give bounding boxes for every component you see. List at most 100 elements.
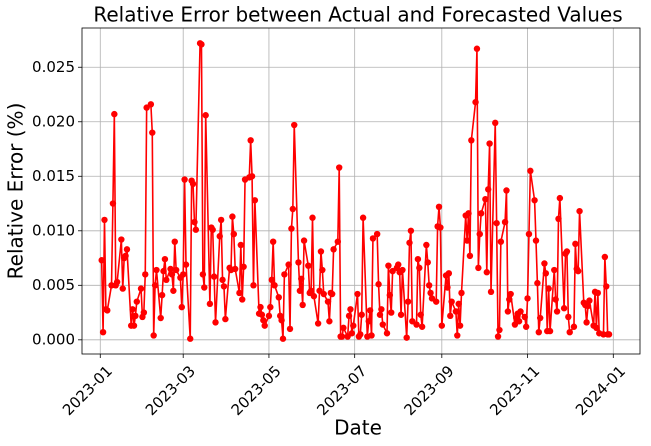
data-point — [187, 335, 194, 342]
x-tick-label: 2023-01 — [59, 362, 116, 419]
data-point — [206, 300, 214, 308]
data-point — [150, 332, 157, 339]
data-point — [338, 333, 346, 340]
data-point — [414, 255, 422, 263]
data-point — [319, 266, 326, 274]
data-point — [448, 298, 455, 305]
data-point — [261, 322, 268, 329]
data-point — [468, 137, 475, 144]
data-point — [566, 328, 573, 336]
data-point — [326, 318, 333, 325]
data-point — [483, 269, 490, 276]
data-point — [472, 98, 479, 106]
data-point — [305, 262, 312, 269]
y-tick-label: 0.015 — [32, 167, 75, 185]
data-point — [248, 173, 256, 180]
data-point — [350, 322, 357, 329]
data-point — [158, 291, 166, 299]
data-point — [348, 330, 356, 337]
data-point — [424, 259, 431, 266]
data-point — [417, 311, 424, 318]
x-tick-label: 2023-03 — [142, 362, 199, 419]
data-point — [432, 298, 440, 305]
data-point — [209, 226, 216, 233]
data-point — [570, 323, 578, 330]
data-point — [395, 261, 402, 268]
data-point — [574, 267, 582, 275]
data-point — [179, 271, 187, 278]
data-point — [201, 284, 208, 291]
data-point — [423, 241, 430, 249]
data-point — [359, 214, 367, 221]
data-point — [147, 101, 155, 108]
data-point — [497, 238, 505, 245]
data-point — [113, 278, 121, 286]
data-point — [447, 312, 454, 320]
data-point — [330, 246, 337, 253]
y-axis-label: Relative Error (%) — [4, 103, 28, 280]
data-point — [199, 271, 207, 278]
data-point — [157, 314, 164, 322]
data-point — [521, 313, 528, 321]
data-point — [347, 306, 354, 313]
data-point — [267, 303, 274, 311]
data-point — [477, 210, 485, 217]
data-point — [455, 300, 462, 308]
data-point — [181, 176, 188, 183]
data-point — [438, 322, 446, 329]
data-point — [354, 290, 361, 298]
data-point — [328, 290, 336, 298]
data-point — [522, 323, 530, 330]
data-point — [289, 205, 297, 213]
data-point — [454, 332, 461, 339]
data-point — [170, 287, 177, 294]
data-point — [101, 216, 108, 224]
data-point — [340, 324, 347, 332]
data-point — [240, 263, 247, 270]
data-point — [388, 309, 395, 316]
data-point — [403, 334, 410, 341]
data-point — [167, 265, 174, 273]
data-point — [140, 309, 148, 316]
data-point — [239, 296, 246, 303]
data-point — [541, 260, 548, 267]
data-point — [345, 312, 353, 320]
data-point — [265, 312, 273, 320]
data-point — [320, 290, 327, 298]
data-point — [583, 319, 590, 326]
data-point — [379, 321, 386, 328]
data-point — [216, 233, 223, 240]
data-point — [527, 167, 534, 175]
data-point — [168, 271, 176, 278]
data-point — [137, 285, 145, 292]
data-point — [373, 230, 381, 238]
data-point — [425, 282, 433, 289]
data-point — [336, 164, 343, 171]
data-point — [563, 248, 571, 255]
data-point — [465, 210, 472, 217]
data-point — [427, 289, 434, 297]
x-axis-label: Date — [334, 416, 382, 440]
data-point — [572, 240, 579, 248]
data-point — [466, 252, 474, 260]
y-tick-label: 0.010 — [32, 221, 75, 239]
data-point — [109, 200, 117, 207]
data-point — [278, 317, 285, 324]
plot-frame — [81, 27, 641, 355]
data-point — [553, 308, 561, 315]
data-point — [130, 322, 138, 329]
data-point — [537, 314, 544, 322]
data-point — [149, 129, 156, 136]
data-point — [525, 230, 533, 238]
data-point — [182, 261, 190, 268]
data-point — [531, 197, 538, 204]
data-point — [271, 282, 278, 289]
data-point — [517, 308, 524, 315]
data-point — [603, 283, 610, 290]
data-point — [279, 335, 287, 342]
data-point — [314, 320, 322, 327]
data-point — [275, 294, 282, 301]
x-tick-label: 2023-07 — [313, 362, 370, 419]
chart-title: Relative Error between Actual and Foreca… — [93, 3, 622, 27]
data-point — [219, 276, 226, 284]
